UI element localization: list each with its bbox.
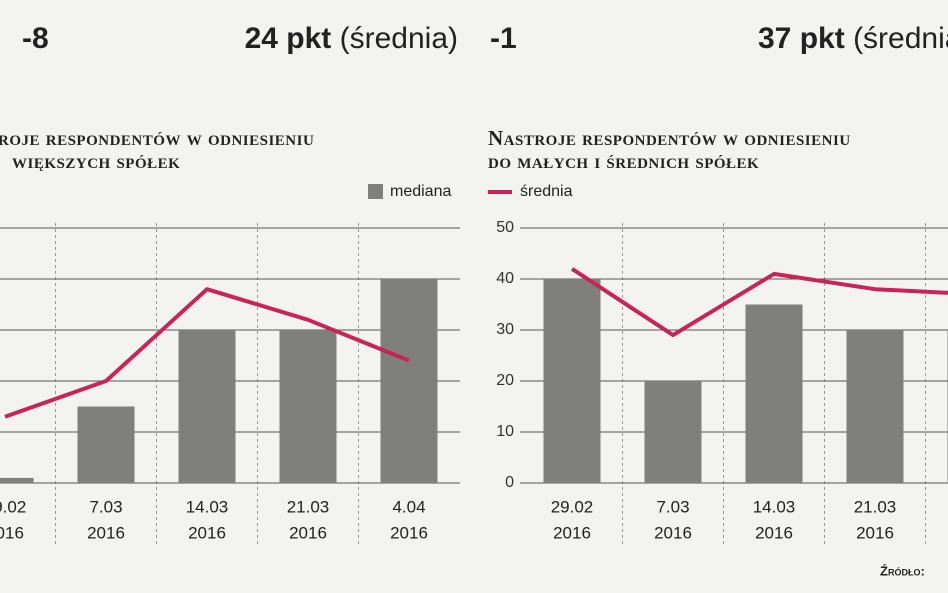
source: Źródło: [880, 563, 925, 578]
y-tick-label: 20 [496, 372, 514, 389]
y-tick-label: 0 [505, 474, 514, 491]
bar [745, 304, 803, 483]
x-tick-label: 2016 [0, 523, 24, 542]
bar [178, 330, 236, 483]
line [570, 267, 948, 338]
bar [77, 406, 135, 483]
x-tick-label: 2016 [390, 523, 428, 542]
x-tick-label: 29.02 [0, 497, 26, 516]
x-tick-label: 14.03 [186, 497, 229, 516]
bar [0, 477, 34, 483]
x-tick-label: 2016 [553, 523, 591, 542]
x-tick-label: 2016 [188, 523, 226, 542]
average: 24 pkt (średnia) [245, 22, 458, 55]
chart-title: Nastroje respondentów w odniesieniu [488, 126, 851, 150]
x-tick-label: 2016 [654, 523, 692, 542]
average-note: (średnia) [853, 22, 948, 55]
bar [380, 279, 438, 483]
x-tick-label: 29.02 [551, 497, 594, 516]
x-tick-label: 21.03 [287, 497, 330, 516]
x-tick-label: 2016 [289, 523, 327, 542]
change: -8 [22, 22, 49, 55]
average-note: (średnia) [340, 22, 458, 55]
legend-label: średnia [520, 183, 573, 200]
chart-title: do małych i średnich spółek [488, 149, 759, 173]
x-tick-label: 21.03 [854, 497, 897, 516]
legend-swatch [368, 184, 383, 199]
average: 37 pkt (średnia) [758, 22, 948, 55]
x-tick-label: 4.04 [392, 497, 425, 516]
bar [279, 330, 337, 483]
y-tick-label: 30 [496, 321, 514, 338]
line [4, 287, 410, 419]
bar [543, 279, 601, 483]
bar [644, 381, 702, 483]
x-tick-label: 7.03 [89, 497, 122, 516]
chart-title: większych spółek [12, 149, 180, 173]
chart-title: roje respondentów w odniesieniu [0, 126, 314, 150]
y-tick-label: 40 [496, 270, 514, 287]
x-tick-label: 7.03 [656, 497, 689, 516]
average-value: 24 pkt [245, 22, 332, 55]
x-tick-label: 2016 [87, 523, 125, 542]
x-tick-label: 14.03 [753, 497, 796, 516]
x-tick-label: 2016 [755, 523, 793, 542]
y-tick-label: 10 [496, 423, 514, 440]
y-tick-label: 50 [496, 219, 514, 236]
legend-label: mediana [390, 183, 451, 200]
bar [846, 330, 904, 483]
average-value: 37 pkt [758, 22, 845, 55]
change: -1 [490, 22, 517, 55]
x-tick-label: 2016 [856, 523, 894, 542]
